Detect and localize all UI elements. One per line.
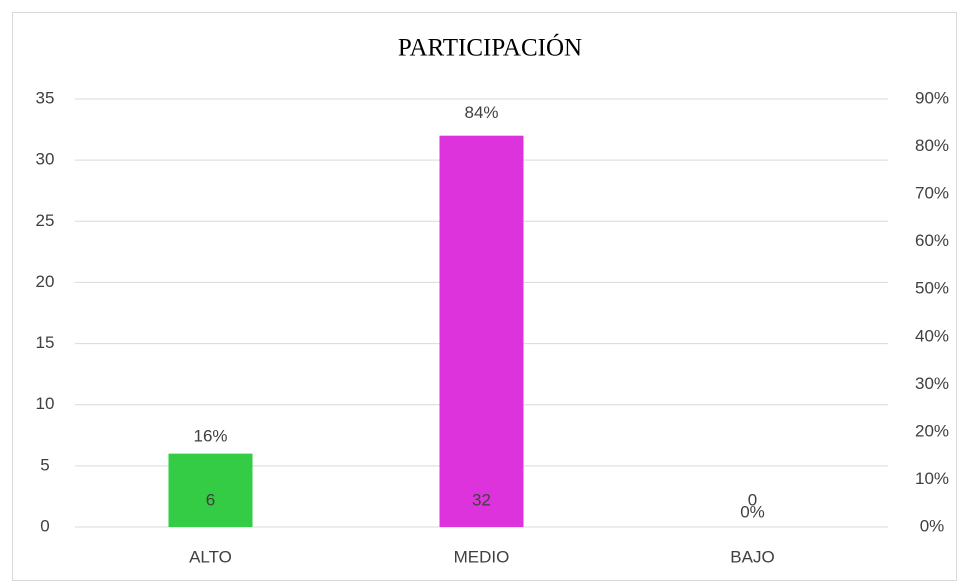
- y-tick-label: 20: [36, 272, 55, 291]
- value-label: 0: [748, 490, 757, 509]
- y-tick-label: 15: [36, 333, 55, 352]
- chart-title: PARTICIPACIÓN: [398, 34, 582, 62]
- y2-tick-label: 20%: [915, 421, 949, 440]
- value-label: 32: [472, 490, 491, 509]
- y2-tick-label: 90%: [915, 88, 949, 107]
- y2-tick-label: 30%: [915, 374, 949, 393]
- y2-tick-label: 50%: [915, 279, 949, 298]
- y-tick-label: 5: [40, 455, 49, 474]
- y-tick-label: 35: [36, 88, 55, 107]
- value-label: 0%: [740, 502, 765, 521]
- y-tick-label: 30: [36, 150, 55, 169]
- y2-tick-label: 10%: [915, 469, 949, 488]
- x-tick-label: MEDIO: [454, 547, 510, 566]
- y-tick-label: 10: [36, 394, 55, 413]
- y2-tick-label: 60%: [915, 231, 949, 250]
- x-tick-label: ALTO: [189, 547, 232, 566]
- x-tick-label: BAJO: [730, 547, 774, 566]
- bar: [168, 453, 253, 527]
- value-label: 16%: [193, 426, 227, 445]
- bar: [439, 135, 524, 527]
- y2-tick-label: 0%: [920, 516, 945, 535]
- y2-tick-label: 80%: [915, 136, 949, 155]
- y-tick-label: 25: [36, 211, 55, 230]
- y2-tick-label: 40%: [915, 326, 949, 345]
- y2-tick-label: 70%: [915, 184, 949, 203]
- value-label: 6: [206, 490, 215, 509]
- y-tick-label: 0: [40, 516, 49, 535]
- value-label: 84%: [464, 103, 498, 122]
